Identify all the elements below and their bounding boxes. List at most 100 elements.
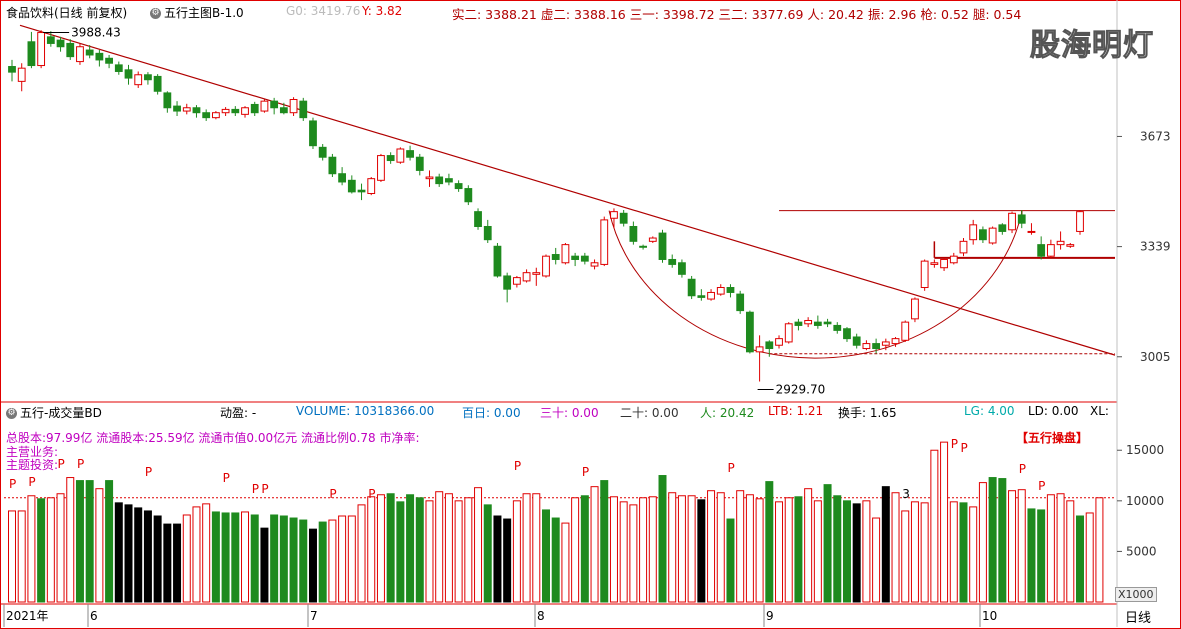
- p-marker: P: [727, 461, 734, 475]
- volume-bar: [609, 496, 618, 603]
- candle-body: [949, 255, 958, 264]
- volume-bar: [755, 498, 764, 603]
- candle-body: [17, 67, 26, 82]
- candle-body: [1008, 212, 1016, 231]
- candle-body: [532, 272, 541, 275]
- volume-bar: [182, 514, 191, 603]
- volume-bar: [435, 491, 444, 603]
- volume-bar: [687, 495, 696, 603]
- candle-body: [153, 75, 162, 92]
- volume-bar: [784, 497, 793, 603]
- candle-body: [590, 262, 599, 267]
- volume-bar: [1085, 512, 1094, 603]
- volume-bar: [512, 500, 521, 603]
- volume-bar: [396, 501, 405, 603]
- volume-tick-label: 5000: [1126, 544, 1157, 558]
- candle-body: [755, 346, 764, 353]
- volume-bar: [804, 488, 813, 603]
- volume-bar: [532, 493, 541, 603]
- candle-body: [202, 112, 211, 119]
- volume-bar: [1037, 509, 1046, 603]
- volume-bar: [736, 490, 745, 603]
- volume-bar: [37, 498, 46, 603]
- candle-body: [1037, 244, 1046, 257]
- candle-body: [833, 324, 842, 331]
- volume-bar: [415, 497, 424, 603]
- candle-body: [192, 107, 201, 114]
- volume-bar: [580, 495, 589, 603]
- stats-readout: 实二: 3388.21 虚二: 3388.16 三一: 3398.72 三二: …: [452, 7, 1022, 22]
- main-indicator-selector[interactable]: ⚙ 五行主图B-1.0: [150, 4, 244, 21]
- volume-bar: [454, 500, 463, 603]
- time-tick-label: 8: [537, 609, 545, 623]
- volume-bar: [444, 493, 453, 603]
- candle-body: [1046, 244, 1055, 257]
- volume-bar: [813, 500, 822, 603]
- g0-readout: G0: 3419.76: [286, 4, 361, 18]
- candle-body: [610, 211, 618, 219]
- volume-bar: [1008, 490, 1017, 603]
- candle-body: [775, 338, 783, 346]
- gear-icon[interactable]: ⚙: [150, 8, 161, 19]
- candle-body: [124, 69, 133, 79]
- volume-bar: [949, 501, 958, 603]
- info-line-shares: 总股本:97.99亿 流通股本:25.59亿 流通市值0.00亿元 流通比例0.…: [6, 431, 420, 445]
- volume-bar: [1066, 500, 1075, 603]
- volume-bar: [46, 497, 55, 603]
- volume-bar: [134, 507, 143, 603]
- volume-indicator-selector[interactable]: ⚙ 五行-成交量BD: [6, 404, 102, 421]
- watermark-logo: 股海明灯: [1030, 28, 1154, 64]
- candle-body: [852, 336, 861, 346]
- candle-body: [697, 295, 706, 298]
- candle-body: [629, 225, 638, 242]
- volume-bar: [202, 503, 211, 603]
- gear-icon[interactable]: ⚙: [6, 408, 17, 419]
- volume-bar: [639, 497, 648, 603]
- volume-bar: [17, 510, 26, 603]
- volume-readout: VOLUME: 10318366.00: [296, 404, 435, 418]
- candle-body: [823, 321, 832, 325]
- candle-body: [95, 52, 104, 61]
- volume-bar: [95, 488, 104, 603]
- candle-body: [445, 178, 453, 183]
- ltb-readout: LTB: 1.21: [768, 404, 824, 418]
- candle-body: [85, 49, 94, 56]
- candle-body: [241, 107, 249, 115]
- candle-body: [639, 245, 647, 248]
- candle-body: [270, 100, 279, 109]
- volume-bar: [988, 477, 997, 603]
- candle-body: [862, 343, 871, 350]
- candle-body: [163, 92, 172, 109]
- candle-body: [56, 39, 65, 48]
- candle-body: [357, 189, 366, 193]
- volume-bar: [56, 493, 65, 603]
- candle-body: [454, 183, 463, 190]
- volume-bar: [677, 495, 686, 603]
- volume-bar: [425, 500, 434, 603]
- volume-bar: [8, 510, 16, 603]
- p-marker: P: [960, 441, 967, 455]
- candle-body: [881, 341, 890, 346]
- volume-bar: [386, 493, 395, 603]
- volume-bar: [289, 517, 298, 603]
- volume-bar: [474, 487, 483, 603]
- candle-body: [561, 244, 570, 264]
- info-line-business: 主营业务:: [6, 445, 59, 459]
- volume-bar: [75, 480, 84, 603]
- candle-body: [435, 176, 444, 185]
- trend-line: [19, 24, 1116, 356]
- p-marker: P: [1019, 462, 1026, 476]
- volume-bar: [852, 503, 861, 603]
- candle-body: [872, 343, 881, 350]
- volume-bar: [697, 499, 706, 603]
- volume-bar: [940, 441, 949, 603]
- period-label[interactable]: 日线: [1125, 611, 1152, 626]
- volume-bar: [862, 500, 871, 603]
- volume-bar: [571, 497, 580, 603]
- candle-body: [27, 41, 36, 67]
- candle-body: [396, 148, 405, 163]
- volume-bar: [114, 502, 123, 603]
- candle-body: [998, 224, 1007, 232]
- candle-body: [794, 321, 803, 326]
- p-marker: P: [252, 482, 259, 496]
